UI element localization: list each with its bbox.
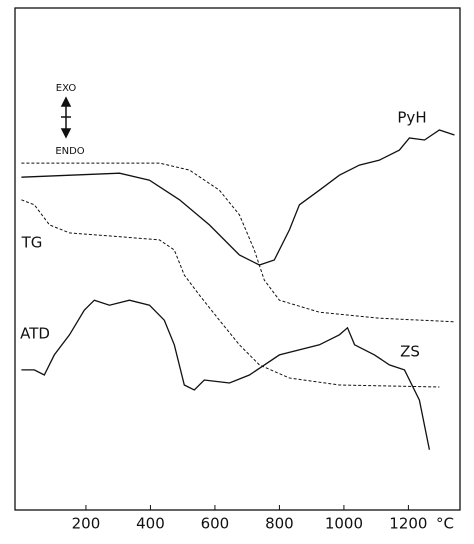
dashed-line bbox=[21, 162, 455, 323]
solid-line bbox=[21, 129, 455, 266]
x-tick-label: 400 bbox=[136, 515, 165, 533]
plot-frame bbox=[14, 7, 461, 511]
x-tick-label: 1000 bbox=[325, 515, 363, 533]
x-axis-label: °C bbox=[436, 515, 454, 533]
pyh-label: PyH bbox=[397, 109, 426, 127]
tg-label: TG bbox=[21, 234, 43, 252]
atd-label: ATD bbox=[20, 325, 50, 343]
zs-label: ZS bbox=[400, 343, 420, 361]
x-tick-label: 800 bbox=[265, 515, 294, 533]
exo-endo-arrow bbox=[60, 96, 72, 139]
dashed-line bbox=[21, 199, 440, 388]
x-tick-label: 200 bbox=[72, 515, 101, 533]
solid-line bbox=[21, 299, 431, 450]
endo-label: ENDO bbox=[55, 146, 84, 157]
exo-label: EXO bbox=[56, 83, 77, 94]
x-tick-label: 600 bbox=[201, 515, 230, 533]
x-tick-label: 1200 bbox=[389, 515, 427, 533]
